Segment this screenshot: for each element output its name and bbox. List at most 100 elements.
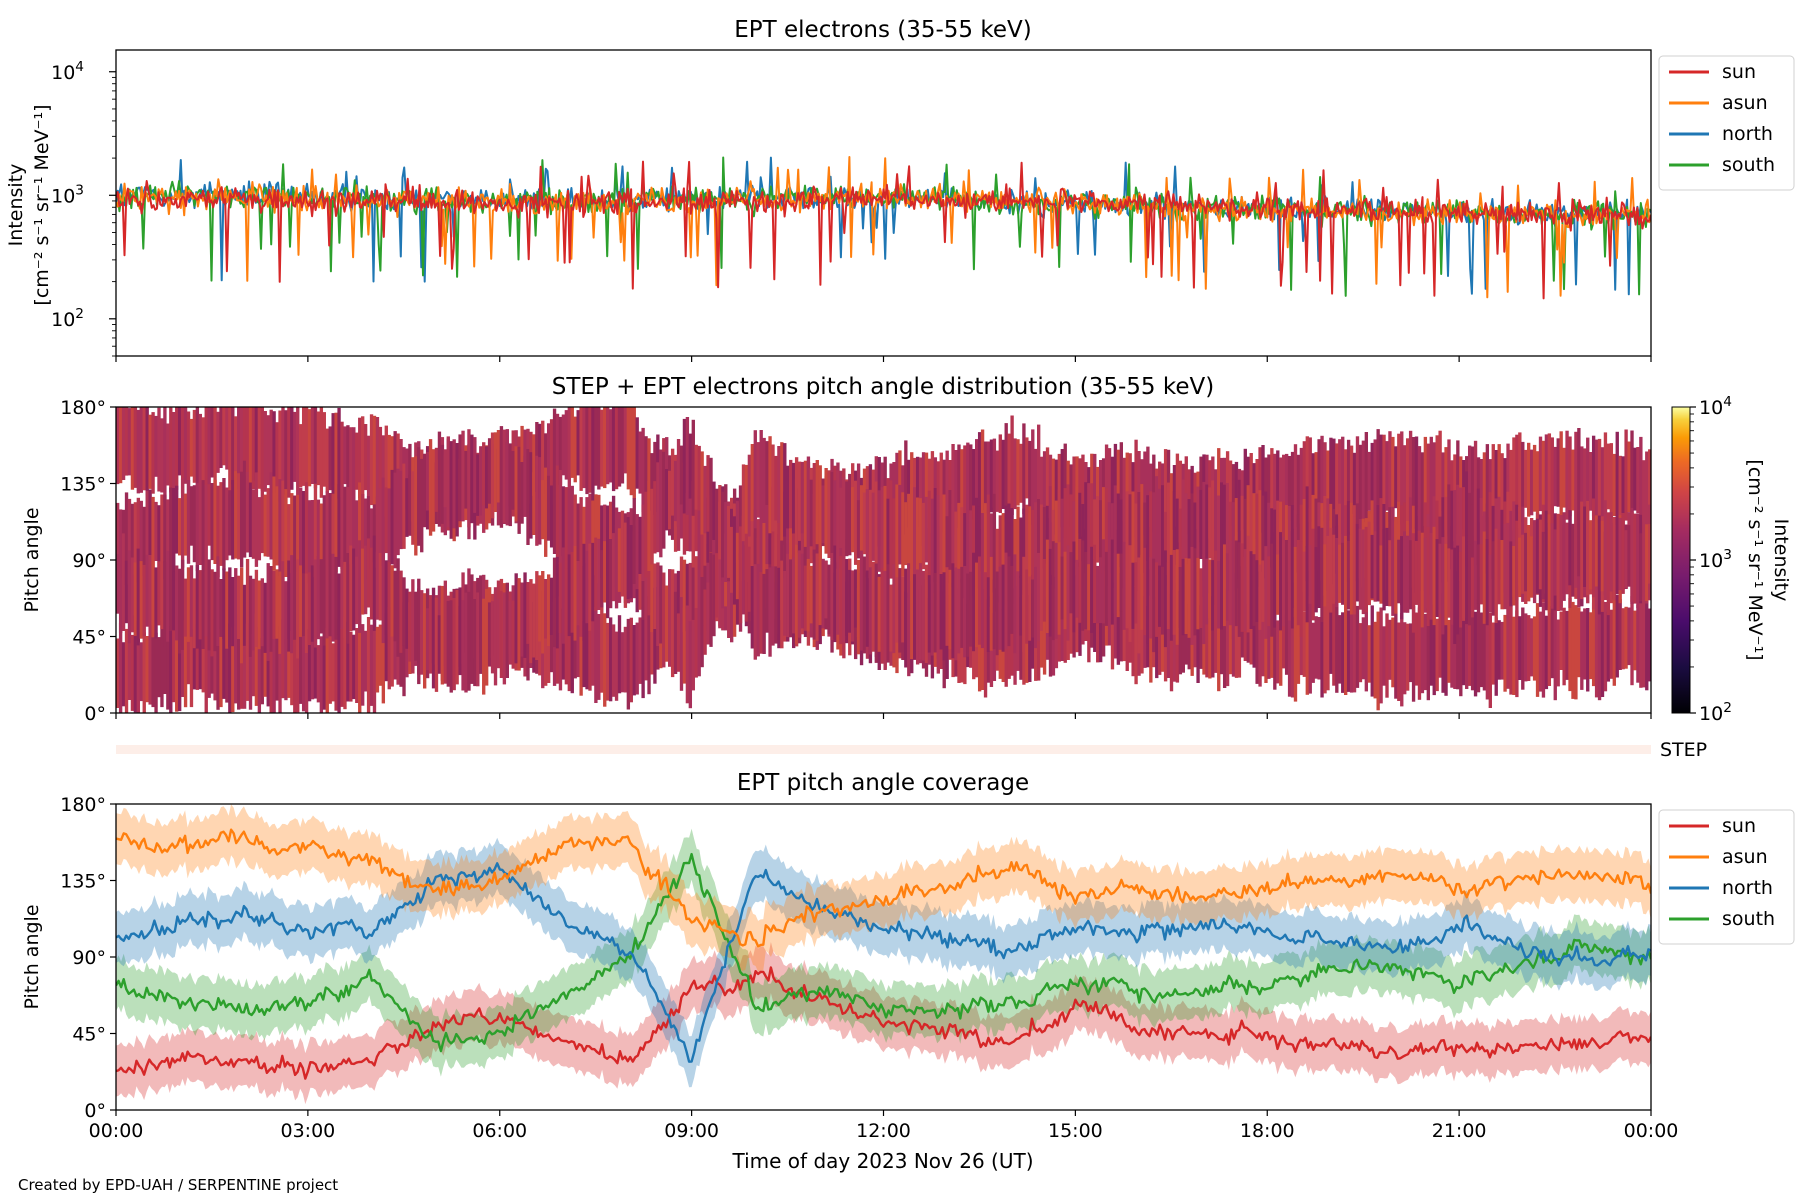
heatmap-cell bbox=[381, 544, 386, 644]
heatmap-cell bbox=[1217, 495, 1221, 568]
heatmap-cell bbox=[505, 582, 509, 678]
heatmap-cell bbox=[331, 643, 335, 702]
heatmap-cell bbox=[192, 409, 197, 483]
heatmap-cell bbox=[966, 442, 970, 511]
heatmap-cell bbox=[1296, 540, 1301, 626]
heatmap-cell bbox=[1149, 557, 1153, 639]
heatmap-cell bbox=[1072, 456, 1076, 544]
heatmap-cell bbox=[1196, 587, 1200, 683]
heatmap-cell bbox=[939, 517, 943, 576]
heatmap-cell bbox=[204, 407, 208, 486]
heatmap-cell bbox=[576, 410, 580, 476]
heatmap-cell bbox=[242, 407, 247, 474]
heatmap-cell bbox=[508, 443, 512, 527]
heatmap-cell bbox=[1429, 617, 1433, 686]
heatmap-cell bbox=[204, 619, 208, 713]
heatmap-cell bbox=[417, 447, 421, 546]
heatmap-cell bbox=[1193, 502, 1197, 564]
heatmap-cell bbox=[975, 562, 979, 648]
heatmap-cell bbox=[972, 552, 976, 652]
heatmap-cell bbox=[225, 407, 229, 470]
heatmap-cell bbox=[1441, 452, 1445, 511]
heatmap-cell bbox=[797, 550, 802, 638]
heatmap-cell bbox=[715, 488, 719, 554]
heatmap-cell bbox=[1113, 588, 1118, 659]
heatmap-cell bbox=[1550, 437, 1554, 526]
heatmap-cell bbox=[1633, 610, 1637, 671]
heatmap-cell bbox=[118, 622, 123, 713]
heatmap-cell bbox=[1329, 527, 1333, 613]
heatmap-cell bbox=[656, 562, 660, 646]
heatmap-cell bbox=[349, 545, 353, 632]
heatmap-cell bbox=[789, 459, 793, 529]
heatmap-cell bbox=[656, 462, 660, 553]
heatmap-cell bbox=[340, 558, 344, 629]
heatmap-cell bbox=[1128, 494, 1132, 571]
heatmap-cell bbox=[653, 441, 657, 516]
heatmap-cell bbox=[1586, 608, 1590, 692]
heatmap-cell bbox=[1580, 611, 1584, 690]
heatmap-cell bbox=[1264, 491, 1268, 579]
heatmap-cell bbox=[340, 421, 344, 498]
heatmap-cell bbox=[222, 568, 226, 639]
heatmap-cell bbox=[493, 587, 498, 686]
heatmap-cell bbox=[969, 510, 973, 578]
heatmap-cell bbox=[1284, 540, 1289, 624]
heatmap-cell bbox=[1358, 623, 1363, 683]
heatmap-cell bbox=[520, 582, 524, 657]
heatmap-cell bbox=[1010, 565, 1014, 634]
heatmap-cell bbox=[833, 545, 837, 639]
heatmap-cell bbox=[1090, 483, 1094, 575]
heatmap-cell bbox=[1296, 610, 1301, 684]
heatmap-cell bbox=[343, 426, 347, 485]
heatmap-cell bbox=[1521, 534, 1525, 594]
heatmap-cell bbox=[281, 407, 285, 500]
heatmap-cell bbox=[1467, 619, 1472, 686]
heatmap-cell bbox=[1627, 607, 1631, 666]
heatmap-cell bbox=[549, 419, 554, 496]
heatmap-cell bbox=[402, 463, 406, 549]
heatmap-cell bbox=[948, 569, 952, 650]
heatmap-cell bbox=[653, 587, 657, 684]
heatmap-cell bbox=[257, 497, 262, 561]
heatmap-cell bbox=[904, 502, 908, 566]
heatmap-cell bbox=[1293, 444, 1298, 529]
heatmap-cell bbox=[544, 591, 548, 686]
heatmap-cell bbox=[1125, 588, 1129, 671]
heatmap-cell bbox=[1131, 491, 1135, 587]
heatmap-cell bbox=[1562, 607, 1566, 686]
heatmap-cell bbox=[378, 553, 383, 621]
heatmap-cell bbox=[175, 613, 179, 712]
heatmap-cell bbox=[895, 484, 899, 584]
heatmap-cell bbox=[1013, 438, 1017, 510]
heatmap-cell bbox=[1072, 541, 1076, 633]
heatmap-cell bbox=[136, 548, 141, 646]
heatmap-cell bbox=[821, 558, 825, 629]
heatmap-cell bbox=[1529, 618, 1534, 677]
heatmap-cell bbox=[1367, 521, 1371, 606]
heatmap-cell bbox=[133, 502, 138, 575]
heatmap-cell bbox=[1299, 447, 1304, 524]
heatmap-cell bbox=[1438, 543, 1442, 614]
heatmap-cell bbox=[248, 623, 253, 710]
heatmap-cell bbox=[1125, 452, 1129, 525]
heatmap-cell bbox=[907, 459, 911, 528]
heatmap-cell bbox=[1633, 513, 1637, 604]
heatmap-cell bbox=[1243, 549, 1247, 631]
heatmap-cell bbox=[1603, 500, 1608, 600]
heatmap-cell bbox=[213, 571, 217, 652]
heatmap-cell bbox=[313, 635, 318, 699]
heatmap-cell bbox=[865, 570, 870, 647]
heatmap-cell bbox=[1586, 437, 1590, 512]
heatmap-cell bbox=[1621, 513, 1625, 594]
heatmap-cell bbox=[1355, 605, 1360, 688]
heatmap-cell bbox=[405, 588, 409, 649]
heatmap-cell bbox=[824, 476, 828, 549]
heatmap-cell bbox=[381, 477, 386, 567]
heatmap-cell bbox=[213, 479, 217, 564]
heatmap-cell bbox=[1462, 536, 1466, 621]
heatmap-cell bbox=[142, 564, 146, 637]
heatmap-cell bbox=[750, 511, 755, 574]
heatmap-cell bbox=[644, 436, 648, 520]
heatmap-cell bbox=[960, 507, 964, 579]
